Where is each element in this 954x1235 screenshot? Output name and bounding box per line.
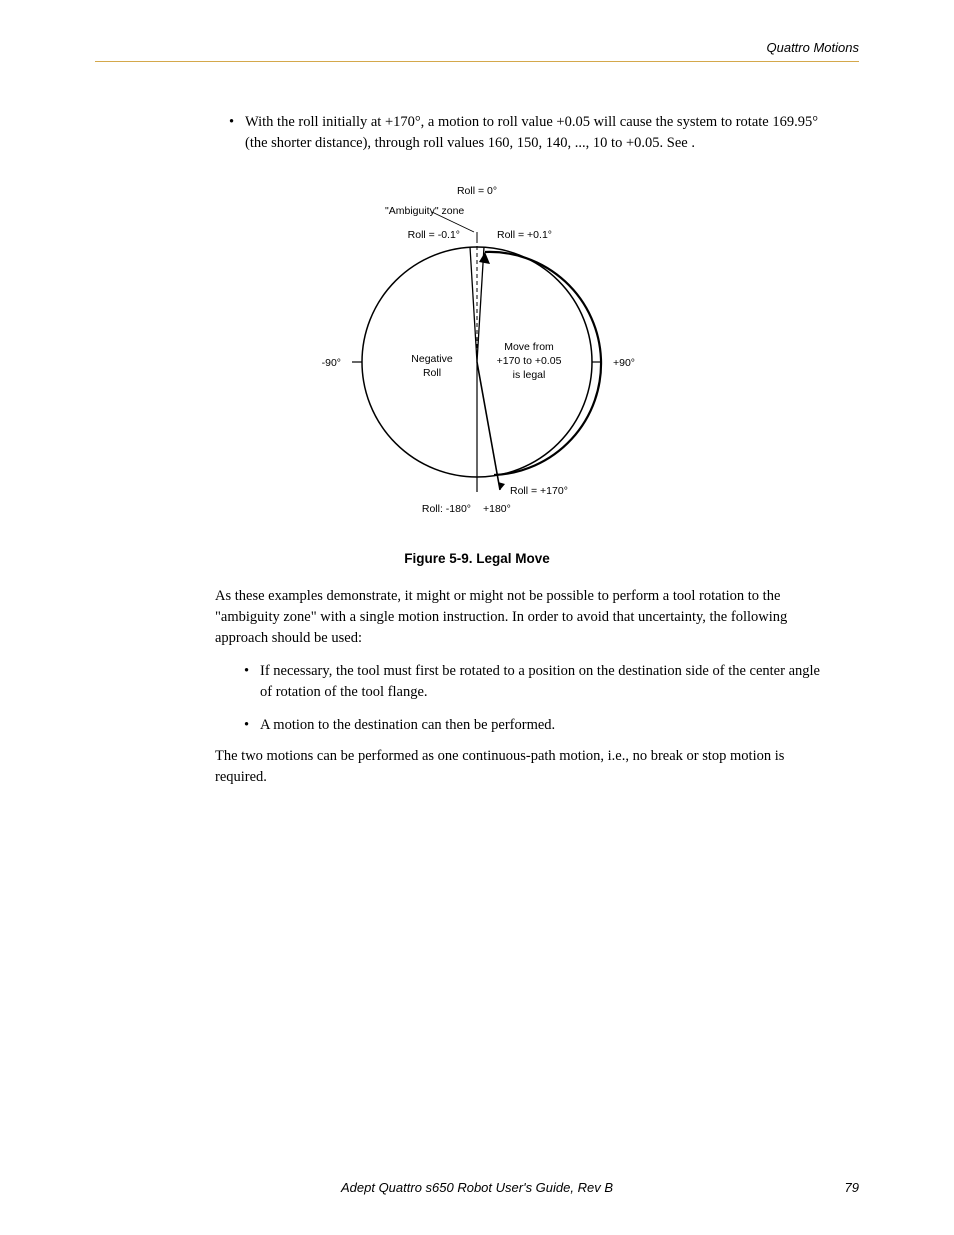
- header-rule: [95, 61, 859, 62]
- label-roll-neg01: Roll = -0.1°: [408, 229, 460, 241]
- bullet-glyph: •: [244, 661, 249, 682]
- label-pos90: +90°: [613, 357, 635, 369]
- sub-bullet-1-text: If necessary, the tool must first be rot…: [260, 663, 820, 700]
- top-bullet-paragraph: • With the roll initially at +170°, a mo…: [245, 112, 829, 154]
- label-roll-pos01: Roll = +0.1°: [497, 229, 552, 241]
- label-move-3: is legal: [513, 369, 546, 381]
- label-negative-roll-1: Negative: [411, 353, 453, 365]
- label-roll-0: Roll = 0°: [457, 185, 497, 197]
- label-ambiguity: "Ambiguity" zone: [385, 205, 464, 217]
- label-move-1: Move from: [504, 341, 554, 353]
- label-roll-pos180: +180°: [483, 503, 511, 515]
- page-footer: Adept Quattro s650 Robot User's Guide, R…: [95, 1180, 859, 1195]
- closing-paragraph: The two motions can be performed as one …: [215, 746, 829, 788]
- bullet-glyph: •: [244, 715, 249, 736]
- legal-move-diagram: Roll = 0° "Ambiguity" zone Roll = -0.1° …: [297, 172, 657, 532]
- figure-caption: Figure 5-9. Legal Move: [95, 551, 859, 566]
- header-section-title: Quattro Motions: [95, 40, 859, 55]
- top-bullet-text: With the roll initially at +170°, a moti…: [245, 114, 818, 151]
- figure-container: Roll = 0° "Ambiguity" zone Roll = -0.1° …: [95, 172, 859, 566]
- top-bullet-trailing: .: [691, 135, 695, 151]
- sub-bullet-2-text: A motion to the destination can then be …: [260, 717, 555, 733]
- paragraph-after-figure: As these examples demonstrate, it might …: [215, 586, 829, 649]
- label-roll-neg180: Roll: -180°: [422, 503, 471, 515]
- bullet-glyph: •: [229, 112, 234, 133]
- label-neg90: -90°: [322, 357, 341, 369]
- footer-page-number: 79: [819, 1180, 859, 1195]
- footer-center-text: Adept Quattro s650 Robot User's Guide, R…: [135, 1180, 819, 1195]
- sub-bullet-2: • A motion to the destination can then b…: [260, 715, 829, 736]
- label-move-2: +170 to +0.05: [497, 355, 562, 367]
- sub-bullet-1: • If necessary, the tool must first be r…: [260, 661, 829, 703]
- label-negative-roll-2: Roll: [423, 367, 441, 379]
- label-roll-170: Roll = +170°: [510, 485, 568, 497]
